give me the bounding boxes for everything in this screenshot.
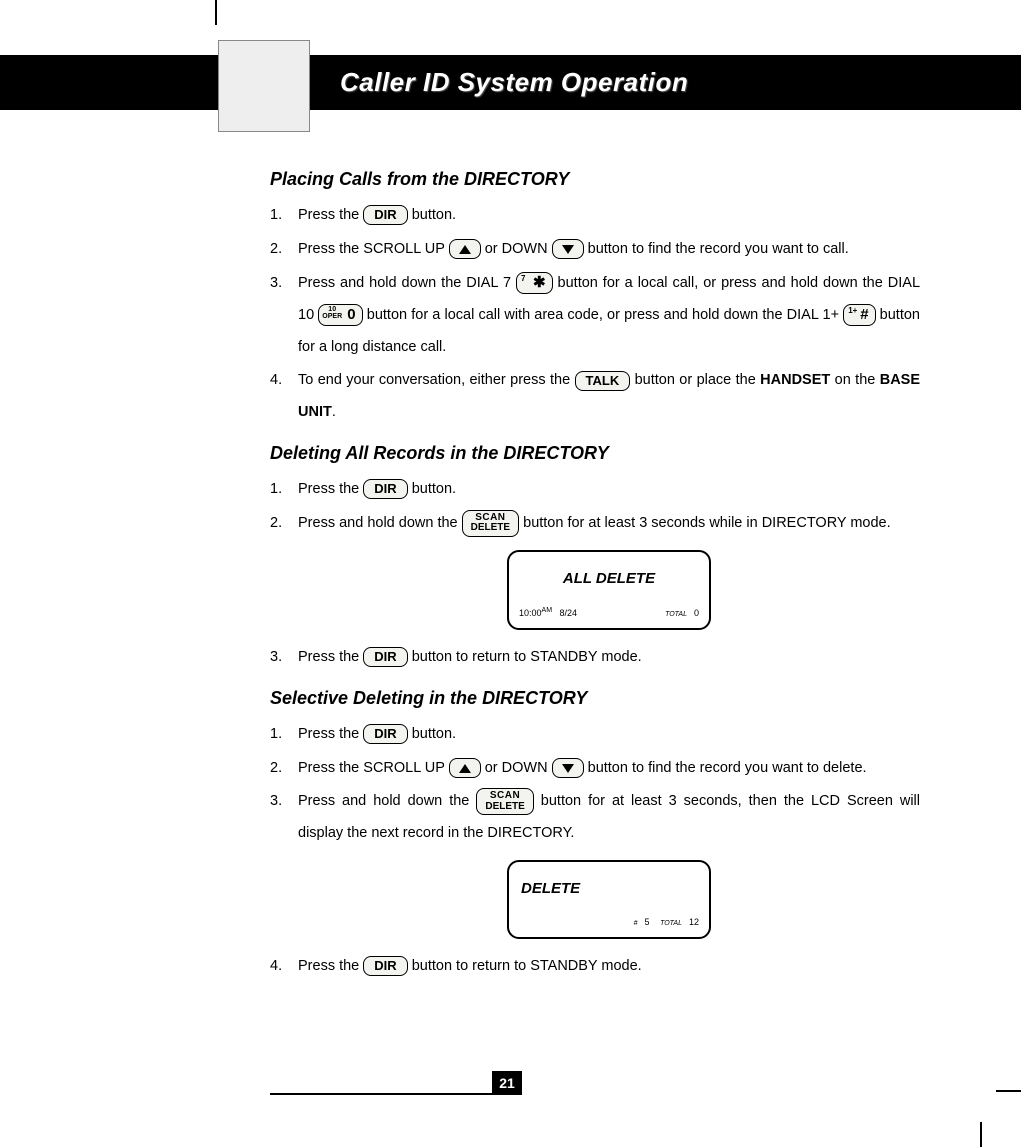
talk-button: TALK <box>575 371 631 391</box>
text: button for at least 3 seconds while in D… <box>523 515 891 531</box>
scroll-up-button <box>449 758 481 778</box>
lcd-hash-value: 5 <box>645 913 650 933</box>
lcd-hash-label: # <box>634 916 638 931</box>
key-glyph: ✱ <box>523 274 546 292</box>
text: button to find the record you want to de… <box>588 760 867 776</box>
page-number: 21 <box>492 1071 522 1095</box>
lcd-ampm: AM <box>542 607 553 614</box>
key-sup-line: 10 <box>328 306 336 313</box>
step: Press the DIR button to return to STANDB… <box>270 951 920 983</box>
text: on the <box>835 372 880 388</box>
text: button to find the record you want to ca… <box>588 241 849 257</box>
step: To end your conversation, either press t… <box>270 365 920 429</box>
text: Press and hold down the <box>298 793 476 809</box>
dial7-star-button: 7 ✱ <box>516 272 553 294</box>
text: Press the <box>298 958 363 974</box>
text: button or place the <box>635 372 761 388</box>
content: Placing Calls from the DIRECTORY Press t… <box>270 155 920 985</box>
dir-button: DIR <box>363 956 407 976</box>
page: Caller ID System Operation Placing Calls… <box>0 0 1021 1147</box>
steps-selective-delete: Press the DIR button. Press the SCROLL U… <box>270 719 920 983</box>
lcd-total-value: 12 <box>689 913 699 933</box>
dir-button: DIR <box>363 479 407 499</box>
text: button to return to STANDBY mode. <box>412 958 642 974</box>
scan-delete-button: SCAN DELETE <box>476 788 533 815</box>
key-sup: 7 <box>521 274 525 284</box>
text: Press and hold down the DIAL 7 <box>298 275 516 291</box>
text: or DOWN <box>485 241 552 257</box>
lcd-total-group: TOTAL 0 <box>665 604 699 624</box>
crop-mark <box>215 0 217 25</box>
text: Press the <box>298 726 363 742</box>
triangle-down-icon <box>562 764 574 773</box>
text: Press and hold down the <box>298 515 462 531</box>
lcd-main-text: ALL DELETE <box>519 562 699 595</box>
dir-button: DIR <box>363 647 407 667</box>
handset-label: HANDSET <box>760 372 830 388</box>
page-title: Caller ID System Operation <box>340 55 688 110</box>
lcd-total-label: TOTAL <box>660 916 682 931</box>
step: Press the DIR button. <box>270 474 920 506</box>
text: Press the SCROLL UP <box>298 760 449 776</box>
section-title-selective-delete: Selective Deleting in the DIRECTORY <box>270 688 920 709</box>
text: button. <box>412 726 456 742</box>
lcd-all-delete: ALL DELETE 10:00AM 8/24 TOTAL 0 <box>507 550 711 630</box>
step: Press and hold down the SCAN DELETE butt… <box>270 508 920 630</box>
lcd-total-value: 0 <box>694 604 699 624</box>
lcd-time: 10:00AM 8/24 <box>519 603 577 624</box>
dir-button: DIR <box>363 205 407 225</box>
text: button to return to STANDBY mode. <box>412 649 642 665</box>
scroll-down-button <box>552 239 584 259</box>
header-image-placeholder <box>218 40 310 132</box>
crop-mark <box>996 1090 1021 1092</box>
steps-delete-all: Press the DIR button. Press and hold dow… <box>270 474 920 673</box>
triangle-up-icon <box>459 764 471 773</box>
scroll-up-button <box>449 239 481 259</box>
triangle-up-icon <box>459 245 471 254</box>
text: To end your conversation, either press t… <box>298 372 575 388</box>
dial1plus-hash-button: 1+ # <box>843 304 875 326</box>
key-line: DELETE <box>471 523 510 534</box>
lcd-time-value: 10:00 <box>519 608 542 618</box>
step: Press the DIR button. <box>270 719 920 751</box>
dir-button: DIR <box>363 724 407 744</box>
text: Press the <box>298 481 363 497</box>
lcd-footer: 10:00AM 8/24 TOTAL 0 <box>519 603 699 624</box>
lcd-footer: # 5 TOTAL 12 <box>519 913 699 933</box>
triangle-down-icon <box>562 245 574 254</box>
key-sup: 10 OPER <box>322 306 342 320</box>
key-sup: 1+ <box>848 306 857 316</box>
section-title-placing: Placing Calls from the DIRECTORY <box>270 169 920 190</box>
crop-mark <box>980 1122 982 1147</box>
dial10-zero-button: 10 OPER 0 <box>318 304 362 326</box>
page-number-rule <box>270 1093 492 1095</box>
section-title-delete-all: Deleting All Records in the DIRECTORY <box>270 443 920 464</box>
step: Press the DIR button to return to STANDB… <box>270 642 920 674</box>
lcd-delete: DELETE # 5 TOTAL 12 <box>507 860 711 939</box>
text: Press the <box>298 207 363 223</box>
text: . <box>332 404 336 420</box>
text: button. <box>412 481 456 497</box>
step: Press and hold down the SCAN DELETE butt… <box>270 786 920 939</box>
text: or DOWN <box>485 760 552 776</box>
lcd-total-label: TOTAL <box>665 607 687 622</box>
scan-delete-button: SCAN DELETE <box>462 510 519 537</box>
key-sup-line: OPER <box>322 313 342 320</box>
text: button. <box>412 207 456 223</box>
step: Press the SCROLL UP or DOWN button to fi… <box>270 753 920 785</box>
text: Press the <box>298 649 363 665</box>
lcd-hash-group: # 5 TOTAL 12 <box>634 913 699 933</box>
steps-placing: Press the DIR button. Press the SCROLL U… <box>270 200 920 429</box>
key-line: DELETE <box>485 802 524 813</box>
text: button for a local call with area code, … <box>367 307 843 323</box>
step: Press the DIR button. <box>270 200 920 232</box>
step: Press and hold down the DIAL 7 7 ✱ butto… <box>270 268 920 364</box>
scroll-down-button <box>552 758 584 778</box>
lcd-main-text: DELETE <box>521 872 699 905</box>
text: Press the SCROLL UP <box>298 241 449 257</box>
lcd-date: 8/24 <box>560 608 578 618</box>
step: Press the SCROLL UP or DOWN button to fi… <box>270 234 920 266</box>
